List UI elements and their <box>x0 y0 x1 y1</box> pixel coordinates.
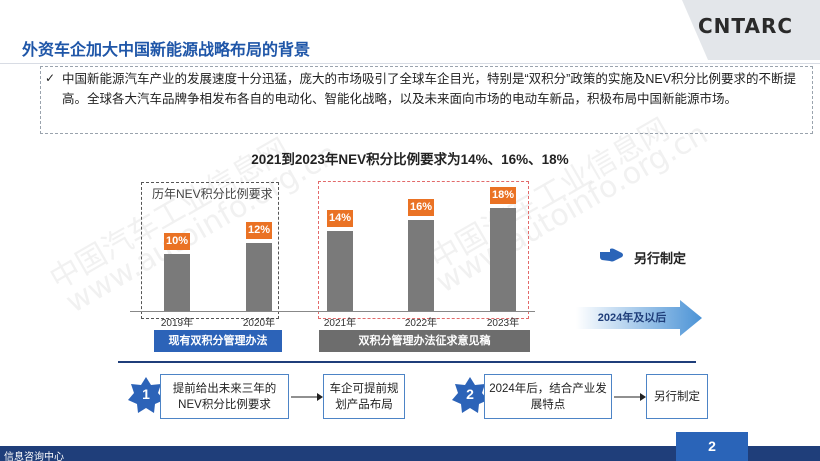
header-divider <box>0 63 820 64</box>
arrow-2024-label: 2024年及以后 <box>597 312 667 324</box>
bar-value-label: 12% <box>246 222 272 239</box>
bar-2022年 <box>408 220 434 311</box>
x-tick-label: 2022年 <box>404 318 438 329</box>
flow-2-box-a: 2024年后，结合产业发展特点 <box>484 374 612 419</box>
logo-background <box>682 0 820 60</box>
page-number: 2 <box>676 432 748 461</box>
intro-box <box>40 66 813 134</box>
note-text: 另行制定 <box>634 251 687 266</box>
x-tick-label: 2023年 <box>486 318 520 329</box>
bar-2019年 <box>164 254 190 311</box>
bar-value-label: 14% <box>327 210 353 227</box>
bar-value-label: 16% <box>408 199 434 216</box>
page-title: 外资车企加大中国新能源战略布局的背景 <box>22 42 311 59</box>
footer-text: 信息咨询中心 <box>4 452 64 461</box>
step-1-number: 1 <box>142 386 150 402</box>
flow-1-arrow-icon <box>291 393 323 401</box>
x-tick-label: 2020年 <box>242 318 276 329</box>
step-2-number: 2 <box>466 386 474 402</box>
group-existing-frame <box>141 182 279 319</box>
band-existing-policy: 现有双积分管理办法 <box>154 330 282 352</box>
x-axis <box>130 311 535 312</box>
bar-value-label: 10% <box>164 233 190 250</box>
bar-value-label: 18% <box>490 187 516 204</box>
brand-logo: CNTARC <box>698 14 794 38</box>
bar-2020年 <box>246 243 272 311</box>
check-icon: ✓ <box>45 71 56 85</box>
flow-2-box-b: 另行制定 <box>646 374 708 419</box>
pointing-hand-icon <box>600 248 623 262</box>
step-1-badge-icon <box>128 377 164 413</box>
bar-2023年 <box>490 208 516 311</box>
bar-2021年 <box>327 231 353 311</box>
chart-title: 2021到2023年NEV积分比例要求为14%、16%、18% <box>251 152 569 167</box>
section-divider <box>118 361 696 363</box>
step-2-badge-icon <box>452 377 488 413</box>
x-tick-label: 2021年 <box>323 318 357 329</box>
flow-1-box-a: 提前给出未来三年的NEV积分比例要求 <box>160 374 289 419</box>
x-tick-label: 2019年 <box>160 318 194 329</box>
footer-bar <box>0 446 820 461</box>
flow-2-arrow-icon <box>614 393 646 401</box>
group-draft-frame <box>318 181 529 319</box>
band-draft-policy: 双积分管理办法征求意见稿 <box>319 330 530 352</box>
flow-1-box-b: 车企可提前规划产品布局 <box>323 374 405 419</box>
group-existing-label: 历年NEV积分比例要求 <box>152 187 273 201</box>
intro-text: 中国新能源汽车产业的发展速度十分迅猛，庞大的市场吸引了全球车企目光，特别是“双积… <box>62 72 797 106</box>
arrow-2024-shape <box>576 300 702 336</box>
